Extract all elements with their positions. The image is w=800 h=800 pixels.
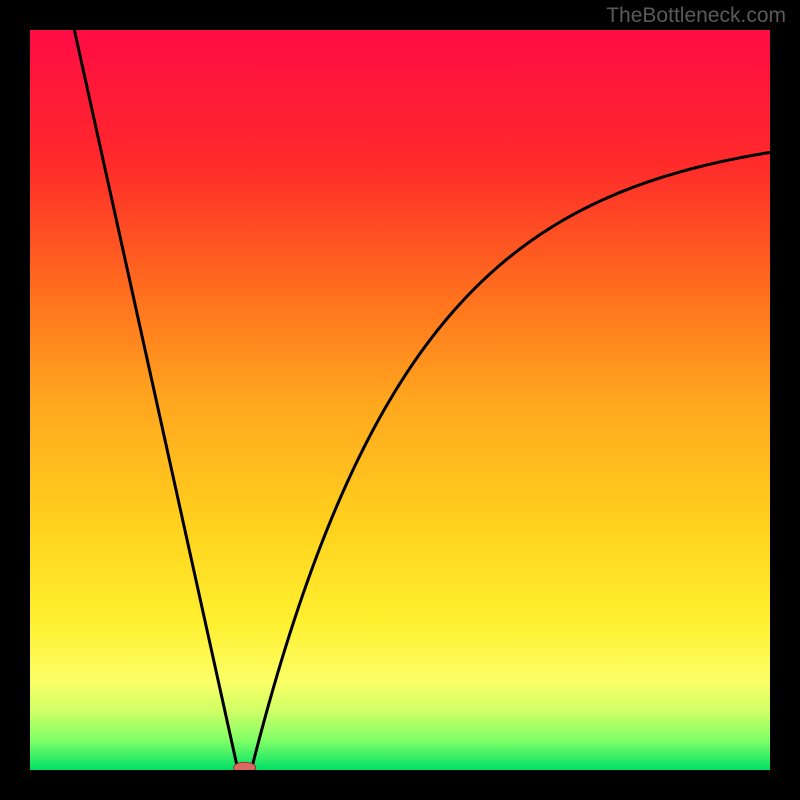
watermark-label: TheBottleneck.com <box>606 4 786 28</box>
gradient-background <box>30 30 770 770</box>
chart-container: TheBottleneck.com <box>0 0 800 800</box>
optimum-marker <box>234 762 256 770</box>
bottleneck-chart <box>30 30 770 770</box>
